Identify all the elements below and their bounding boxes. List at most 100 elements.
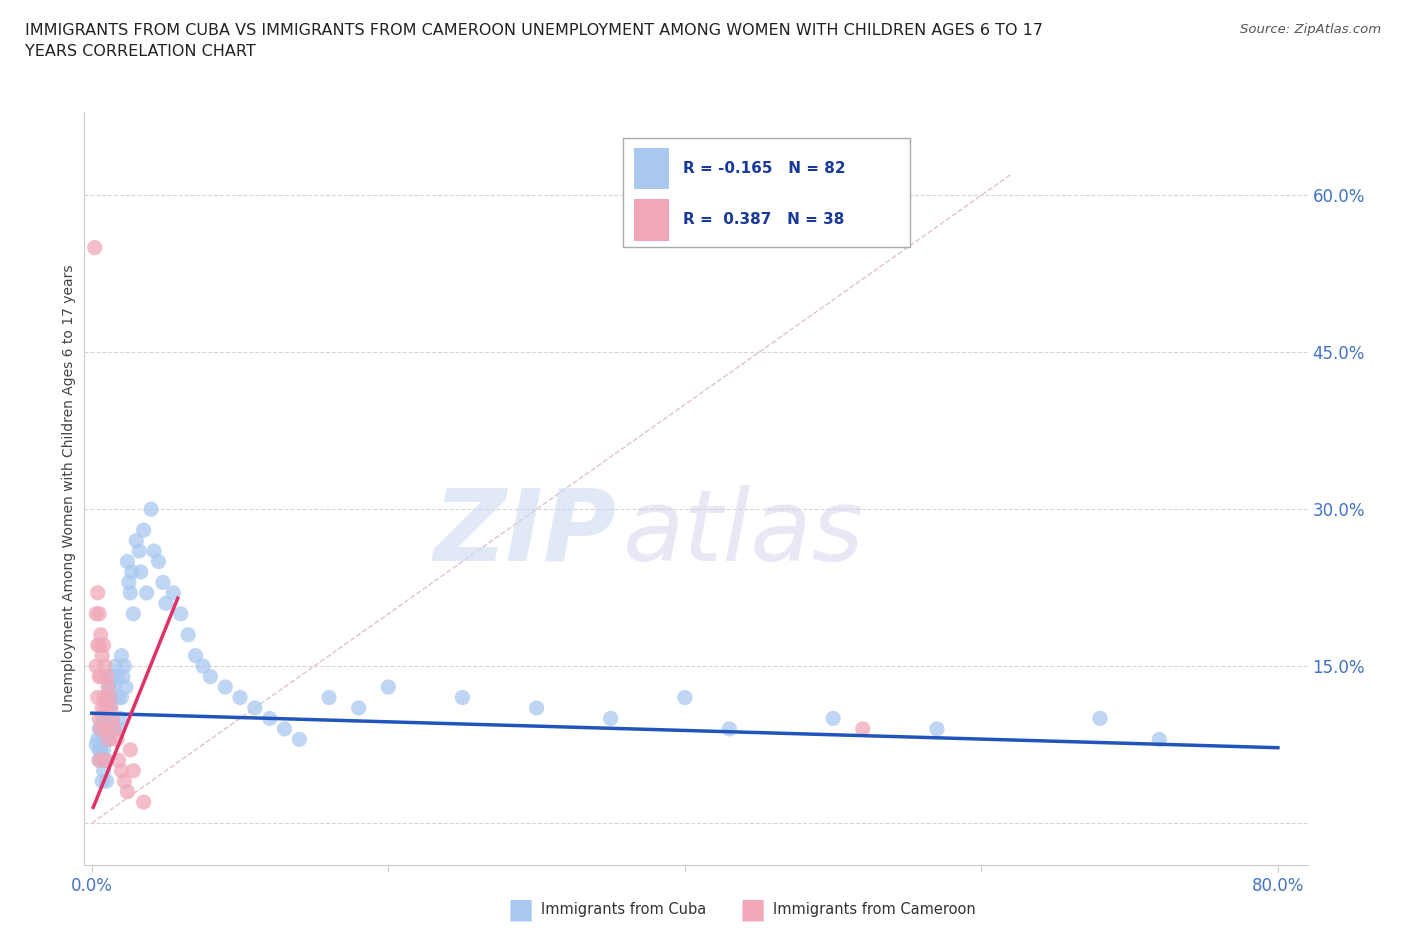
Point [91, 753, 114, 768]
Point [86, 586, 108, 601]
Point [129, 565, 152, 579]
Point [214, 680, 236, 695]
Point [852, 722, 875, 737]
Point [243, 700, 266, 715]
Text: R = -0.165   N = 82: R = -0.165 N = 82 [683, 161, 846, 176]
Point [91, 732, 114, 747]
Point [177, 628, 200, 643]
Point [110, 690, 132, 705]
Point [90, 722, 112, 737]
Point [83, 240, 105, 255]
Point [1088, 711, 1111, 726]
Point [125, 533, 148, 548]
Text: atlas: atlas [623, 485, 865, 582]
Point [120, 586, 142, 601]
Point [107, 722, 129, 737]
Point [84, 606, 107, 621]
Point [96, 774, 118, 789]
Point [143, 543, 166, 558]
Point [259, 711, 281, 726]
Point [104, 658, 127, 673]
Point [117, 784, 139, 799]
Point [96, 690, 118, 705]
Point [91, 774, 114, 789]
Point [90, 670, 112, 684]
Point [100, 700, 122, 715]
Point [93, 722, 115, 737]
Point [132, 794, 155, 809]
Point [98, 690, 121, 705]
Point [101, 711, 124, 726]
Point [84, 658, 107, 673]
Point [89, 606, 111, 621]
Point [93, 690, 115, 705]
Point [101, 670, 124, 684]
Point [97, 722, 120, 737]
Point [93, 638, 115, 653]
Point [135, 586, 157, 601]
Point [110, 764, 132, 778]
Point [98, 700, 121, 715]
Point [100, 722, 122, 737]
Point [89, 670, 111, 684]
Point [89, 711, 111, 726]
Text: ■: ■ [508, 896, 533, 923]
Point [273, 722, 295, 737]
Point [318, 690, 340, 705]
Point [101, 711, 124, 726]
Point [112, 774, 135, 789]
Point [139, 502, 162, 517]
Point [122, 764, 145, 778]
Point [89, 722, 111, 737]
Point [111, 670, 134, 684]
Point [94, 711, 117, 726]
Point [229, 690, 252, 705]
Point [112, 658, 135, 673]
Point [107, 690, 129, 705]
Point [94, 732, 117, 747]
Y-axis label: Unemployment Among Women with Children Ages 6 to 17 years: Unemployment Among Women with Children A… [62, 264, 76, 712]
Point [103, 722, 125, 737]
FancyBboxPatch shape [623, 138, 910, 247]
Point [94, 753, 117, 768]
Text: IMMIGRANTS FROM CUBA VS IMMIGRANTS FROM CAMEROON UNEMPLOYMENT AMONG WOMEN WITH C: IMMIGRANTS FROM CUBA VS IMMIGRANTS FROM … [25, 23, 1043, 60]
Point [451, 690, 474, 705]
Text: Immigrants from Cuba: Immigrants from Cuba [541, 902, 707, 917]
Point [89, 753, 111, 768]
Point [90, 722, 112, 737]
Point [96, 732, 118, 747]
Point [98, 732, 121, 747]
Text: Source: ZipAtlas.com: Source: ZipAtlas.com [1240, 23, 1381, 36]
Point [718, 722, 741, 737]
Point [89, 753, 111, 768]
Point [117, 554, 139, 569]
Point [823, 711, 845, 726]
Point [184, 648, 207, 663]
Point [152, 575, 174, 590]
Point [90, 742, 112, 757]
Point [97, 732, 120, 747]
Point [120, 742, 142, 757]
FancyBboxPatch shape [634, 148, 669, 190]
Point [96, 753, 118, 768]
Point [86, 732, 108, 747]
Point [148, 554, 170, 569]
Text: Immigrants from Cameroon: Immigrants from Cameroon [773, 902, 976, 917]
Point [97, 680, 120, 695]
Point [96, 711, 118, 726]
Point [673, 690, 696, 705]
Point [96, 670, 118, 684]
Point [526, 700, 548, 715]
Point [118, 575, 141, 590]
Point [110, 648, 132, 663]
Point [132, 523, 155, 538]
Point [98, 680, 121, 695]
Point [96, 722, 118, 737]
Point [105, 670, 128, 684]
Point [86, 690, 108, 705]
Point [89, 742, 111, 757]
Point [91, 700, 114, 715]
Point [925, 722, 948, 737]
Point [128, 543, 150, 558]
Point [107, 753, 129, 768]
